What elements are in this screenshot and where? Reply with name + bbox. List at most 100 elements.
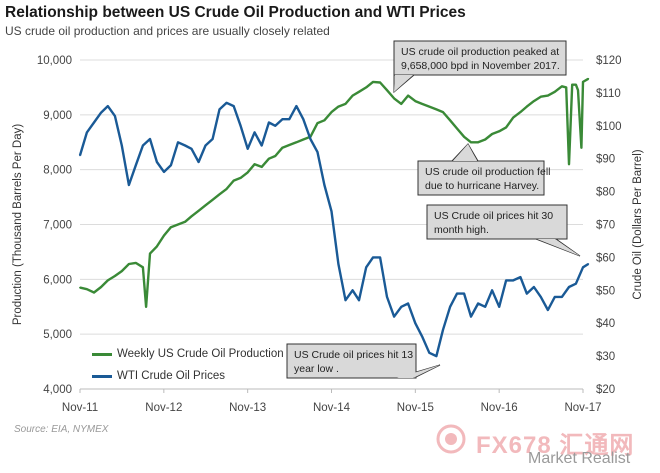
data-point-price — [323, 184, 326, 186]
data-point-price — [134, 164, 137, 167]
data-point-production — [281, 146, 284, 149]
data-point-production — [393, 97, 395, 100]
data-point-price — [197, 161, 200, 163]
data-point-price — [302, 118, 305, 121]
data-point-production — [120, 270, 123, 272]
y-right-tick-label: $70 — [596, 220, 615, 232]
data-point-production — [565, 86, 568, 89]
data-point-price — [190, 147, 193, 150]
data-point-production — [253, 163, 256, 166]
x-tick-label: Nov-13 — [229, 402, 266, 414]
data-point-price — [218, 108, 221, 111]
y-left-axis-title: Production (Thousand Barrels Per Day) — [12, 124, 24, 326]
data-point-production — [156, 245, 158, 248]
legend-item-price: WTI Crude Oil Prices — [92, 365, 284, 387]
data-point-price — [288, 118, 291, 121]
callout-box-high30 — [426, 204, 568, 240]
data-point-production — [330, 111, 333, 113]
data-point-production — [435, 108, 438, 111]
data-point-production — [561, 85, 563, 88]
callout-pointer-fill-harvey — [453, 144, 477, 161]
data-point-production — [568, 163, 570, 166]
data-point-price — [120, 144, 123, 147]
data-point-price — [239, 124, 242, 127]
data-point-price — [547, 309, 549, 311]
data-point-price — [253, 131, 256, 134]
data-point-price — [428, 351, 431, 354]
data-point-price — [477, 302, 479, 305]
data-point-price — [421, 335, 423, 338]
data-point-price — [268, 121, 270, 124]
y-right-tick-label: $110 — [596, 88, 621, 100]
data-point-production — [456, 127, 458, 130]
callout-pointer-fill-high30 — [537, 239, 580, 256]
y-left-tick-label: 8,000 — [43, 165, 72, 177]
data-point-price — [561, 296, 563, 298]
data-point-price — [407, 302, 409, 305]
data-point-production — [197, 209, 200, 212]
data-point-production — [239, 177, 242, 179]
data-point-production — [539, 95, 542, 98]
data-point-production — [580, 146, 583, 149]
data-point-price — [358, 299, 360, 302]
data-point-price — [337, 263, 340, 265]
data-point-price — [519, 276, 522, 278]
y-left-tick-label: 10,000 — [37, 55, 72, 67]
data-point-price — [470, 315, 472, 318]
data-point-price — [449, 305, 451, 308]
data-point-production — [79, 286, 81, 289]
data-point-production — [470, 141, 472, 144]
data-point-production — [365, 86, 368, 89]
data-point-production — [577, 89, 579, 92]
data-point-production — [232, 179, 235, 182]
data-point-price — [330, 210, 333, 213]
data-point-price — [211, 138, 214, 140]
y-right-tick-label: $60 — [596, 252, 615, 264]
callout-text-harvey: due to hurricane Harvey. — [425, 180, 539, 192]
data-point-price — [498, 305, 501, 308]
data-point-production — [547, 94, 549, 97]
data-point-price — [232, 105, 235, 107]
y-right-tick-label: $20 — [596, 384, 615, 396]
data-point-price — [587, 263, 590, 265]
y-left-tick-label: 6,000 — [43, 274, 72, 286]
data-point-price — [163, 171, 165, 173]
legend-swatch-price — [92, 374, 112, 378]
data-point-price — [204, 144, 207, 147]
data-point-production — [358, 90, 360, 93]
callout-pointer-fill-low13 — [397, 365, 440, 378]
legend-swatch-production — [92, 352, 112, 356]
data-point-production — [225, 188, 228, 190]
source-note: Source: EIA, NYMEX — [14, 424, 109, 435]
axis-layer: 4,000 5,000 6,000 7,000 8,000 9,000 10,000 $20 $… — [12, 55, 644, 414]
data-point-price — [582, 266, 584, 269]
data-point-production — [86, 288, 88, 291]
y-right-tick-label: $120 — [596, 55, 622, 67]
data-point-production — [106, 279, 109, 282]
callout-text-harvey: US crude oil production fell — [425, 166, 550, 178]
data-point-production — [260, 166, 263, 168]
data-point-production — [211, 198, 214, 201]
data-point-production — [288, 144, 291, 146]
data-point-price — [484, 305, 487, 308]
data-point-price — [149, 138, 151, 140]
data-point-production — [525, 105, 528, 108]
data-point-price — [309, 138, 312, 140]
data-point-production — [190, 215, 193, 218]
data-point-production — [170, 226, 172, 229]
data-point-production — [337, 105, 340, 108]
chart-title: Relationship between US Crude Oil Produc… — [5, 4, 466, 21]
data-point-production — [463, 135, 465, 138]
data-point-production — [142, 266, 144, 269]
y-left-tick-label: 5,000 — [43, 329, 72, 341]
y-left-tick-label: 9,000 — [43, 110, 72, 122]
data-point-price — [435, 355, 438, 357]
data-point-production — [571, 83, 574, 86]
data-point-production — [100, 286, 102, 288]
y-left-tick-label: 4,000 — [43, 384, 72, 396]
data-point-price — [463, 292, 465, 295]
callout-box-peak — [393, 40, 567, 76]
data-point-production — [498, 130, 501, 133]
data-point-production — [163, 234, 165, 237]
data-point-production — [421, 103, 423, 105]
